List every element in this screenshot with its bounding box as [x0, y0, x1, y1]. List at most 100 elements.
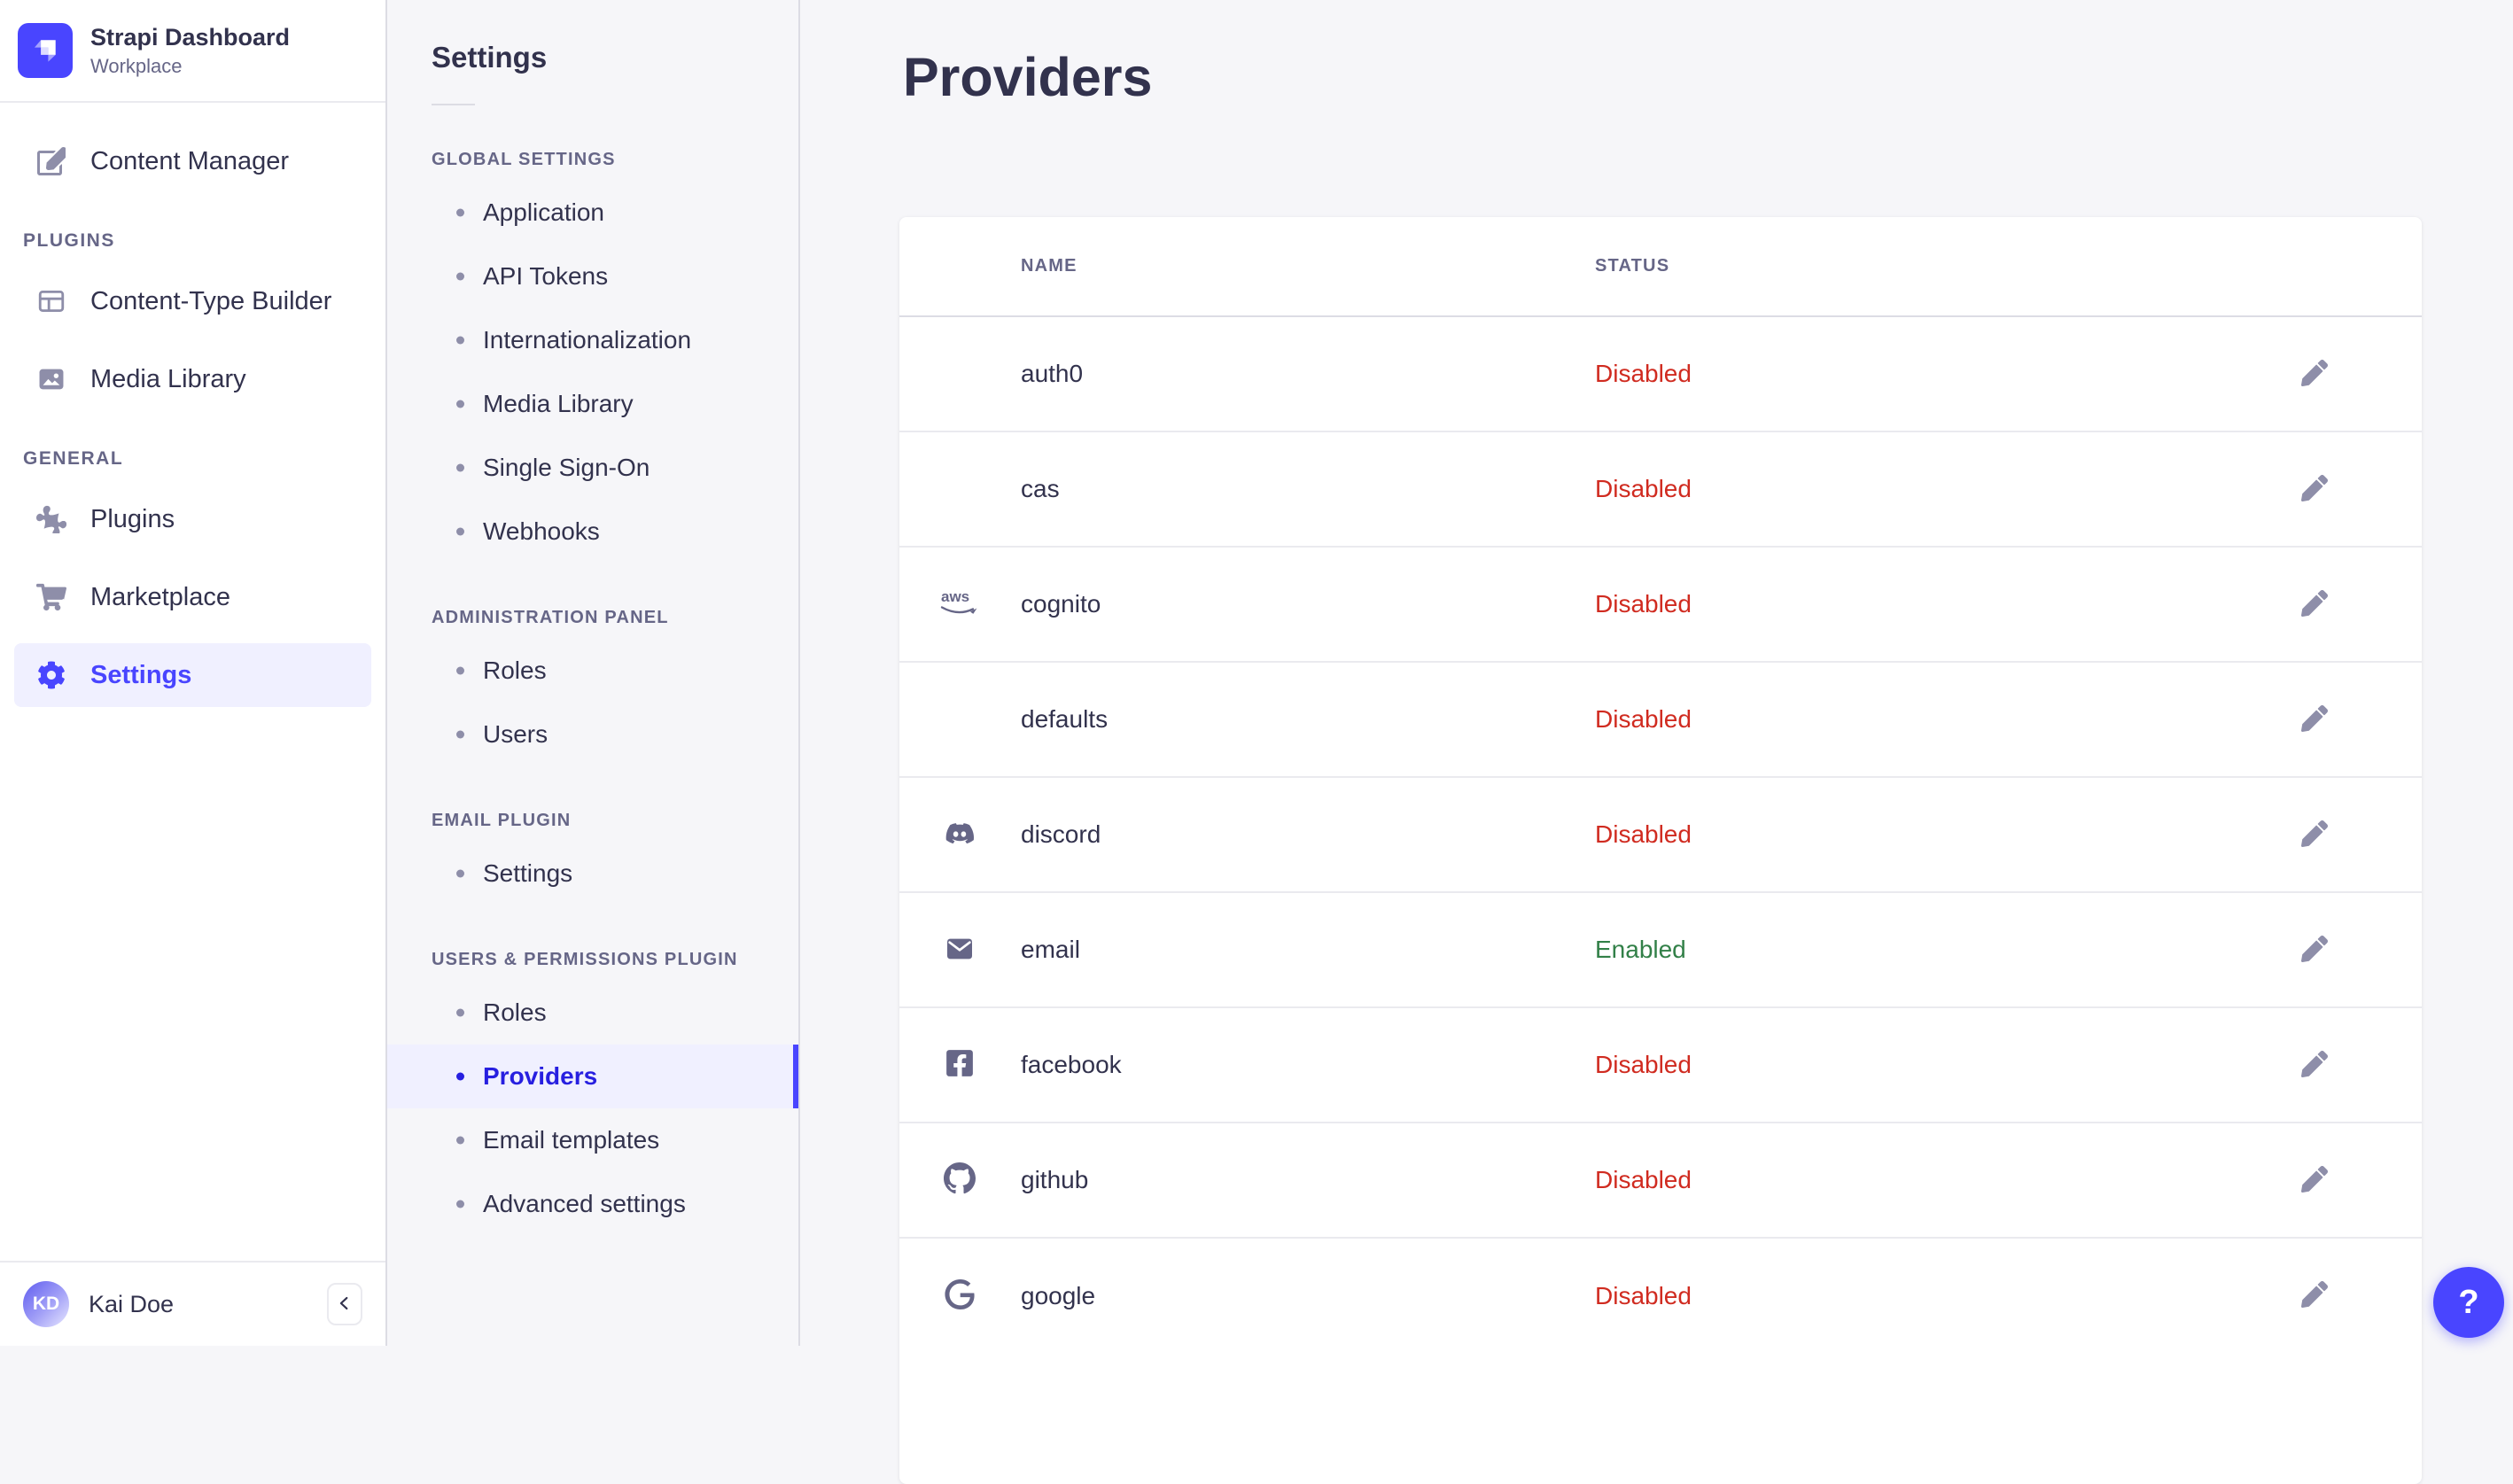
collapse-sidebar-button[interactable] — [327, 1283, 362, 1325]
bullet-icon — [456, 1009, 464, 1017]
settings-nav-item-label: Media Library — [483, 390, 634, 418]
main-sidebar: Strapi Dashboard Workplace Content Manag… — [0, 0, 387, 1346]
sidebar-item-content-type-builder[interactable]: Content-Type Builder — [14, 269, 371, 333]
chevron-left-icon — [335, 1294, 354, 1316]
content-manager-icon — [35, 145, 67, 177]
settings-nav-item-advanced-settings[interactable]: Advanced settings — [387, 1172, 798, 1236]
settings-nav-item-webhooks[interactable]: Webhooks — [387, 500, 798, 563]
settings-nav-item-media-library[interactable]: Media Library — [387, 372, 798, 436]
table-row: cas Disabled — [899, 431, 2422, 547]
provider-name: email — [1021, 892, 1595, 1007]
sidebar-item-label: Content Manager — [90, 147, 289, 176]
no-icon — [938, 699, 981, 734]
sidebar-footer: KD Kai Doe — [0, 1261, 385, 1346]
sidebar-item-plugins[interactable]: Plugins — [14, 487, 371, 551]
edit-provider-button[interactable] — [2296, 930, 2333, 970]
bullet-icon — [456, 1200, 464, 1208]
pencil-icon — [2301, 376, 2328, 389]
status-text: Disabled — [1595, 360, 1692, 387]
sidebar-item-content-manager[interactable]: Content Manager — [14, 129, 371, 193]
settings-nav-item-label: Roles — [483, 998, 547, 1027]
edit-provider-button[interactable] — [2296, 815, 2333, 855]
provider-name: cas — [1021, 431, 1595, 547]
sidebar-item-label: Plugins — [90, 505, 175, 534]
settings-nav-item-providers[interactable]: Providers — [387, 1045, 798, 1108]
avatar[interactable]: KD — [23, 1281, 69, 1327]
settings-nav-item-roles[interactable]: Roles — [387, 639, 798, 703]
gear-icon — [35, 659, 67, 691]
bullet-icon — [456, 1137, 464, 1145]
github-icon — [938, 1161, 981, 1196]
pencil-icon — [2301, 491, 2328, 504]
provider-name: github — [1021, 1123, 1595, 1238]
email-icon — [938, 931, 981, 967]
content-type-builder-icon — [35, 285, 67, 317]
settings-nav-item-internationalization[interactable]: Internationalization — [387, 308, 798, 372]
settings-nav-item-users[interactable]: Users — [387, 703, 798, 766]
help-button[interactable]: ? — [2433, 1267, 2504, 1338]
sidebar-item-label: Settings — [90, 661, 191, 690]
edit-provider-button[interactable] — [2296, 1045, 2333, 1085]
table-row: discord Disabled — [899, 777, 2422, 892]
settings-nav-item-label: Users — [483, 720, 548, 749]
settings-nav-item-label: Providers — [483, 1062, 597, 1091]
settings-nav-item-api-tokens[interactable]: API Tokens — [387, 245, 798, 308]
provider-name: google — [1021, 1238, 1595, 1353]
pencil-icon — [2301, 952, 2328, 965]
workspace-header[interactable]: Strapi Dashboard Workplace — [0, 0, 385, 103]
table-row: facebook Disabled — [899, 1007, 2422, 1123]
table-row: auth0 Disabled — [899, 316, 2422, 431]
icon-column-header — [899, 217, 1021, 316]
settings-subnav: Settings GLOBAL SETTINGS Application API… — [387, 0, 800, 1346]
settings-nav-item-roles[interactable]: Roles — [387, 981, 798, 1045]
settings-nav-item-label: Advanced settings — [483, 1190, 686, 1218]
workspace-subtitle: Workplace — [90, 55, 290, 78]
settings-nav-item-label: Application — [483, 198, 604, 227]
bullet-icon — [456, 209, 464, 217]
settings-nav-item-email-templates[interactable]: Email templates — [387, 1108, 798, 1172]
no-icon — [938, 469, 981, 504]
sidebar-item-label: Media Library — [90, 365, 246, 394]
bullet-icon — [456, 337, 464, 345]
facebook-icon — [938, 1045, 981, 1081]
status-text: Disabled — [1595, 590, 1692, 618]
media-library-icon — [35, 363, 67, 395]
sidebar-item-settings[interactable]: Settings — [14, 643, 371, 707]
settings-nav-item-application[interactable]: Application — [387, 181, 798, 245]
edit-provider-button[interactable] — [2296, 1276, 2333, 1316]
sidebar-item-marketplace[interactable]: Marketplace — [14, 565, 371, 629]
pencil-icon — [2301, 836, 2328, 850]
bullet-icon — [456, 731, 464, 739]
edit-provider-button[interactable] — [2296, 700, 2333, 740]
table-row: github Disabled — [899, 1123, 2422, 1238]
bullet-icon — [456, 528, 464, 536]
settings-nav-item-settings[interactable]: Settings — [387, 842, 798, 905]
sidebar-item-media-library[interactable]: Media Library — [14, 347, 371, 411]
sidebar-item-label: Marketplace — [90, 583, 230, 612]
settings-nav-item-single-sign-on[interactable]: Single Sign-On — [387, 436, 798, 500]
sidebar-item-label: Content-Type Builder — [90, 287, 331, 316]
edit-provider-button[interactable] — [2296, 1161, 2333, 1200]
edit-provider-button[interactable] — [2296, 470, 2333, 509]
sidebar-section-label: PLUGINS — [23, 230, 362, 252]
table-row: aws cognito Disabled — [899, 547, 2422, 662]
status-text: Disabled — [1595, 475, 1692, 502]
pencil-icon — [2301, 606, 2328, 619]
settings-section-label: USERS & PERMISSIONS PLUGIN — [432, 950, 772, 970]
subnav-divider — [432, 104, 475, 105]
provider-name: cognito — [1021, 547, 1595, 662]
providers-table: NAME STATUS auth0 Disabled cas Disabled … — [899, 217, 2422, 1353]
table-row: email Enabled — [899, 892, 2422, 1007]
no-icon — [938, 354, 981, 389]
provider-name: auth0 — [1021, 316, 1595, 431]
user-name: Kai Doe — [89, 1291, 307, 1318]
settings-nav-item-label: Settings — [483, 859, 572, 888]
edit-provider-button[interactable] — [2296, 585, 2333, 625]
settings-subnav-title: Settings — [387, 0, 798, 74]
bullet-icon — [456, 464, 464, 472]
main-content: Providers NAME STATUS auth0 Disabled cas… — [802, 0, 2513, 1346]
settings-section-label: EMAIL PLUGIN — [432, 811, 772, 831]
settings-nav-item-label: Email templates — [483, 1126, 659, 1154]
provider-name: discord — [1021, 777, 1595, 892]
edit-provider-button[interactable] — [2296, 354, 2333, 394]
